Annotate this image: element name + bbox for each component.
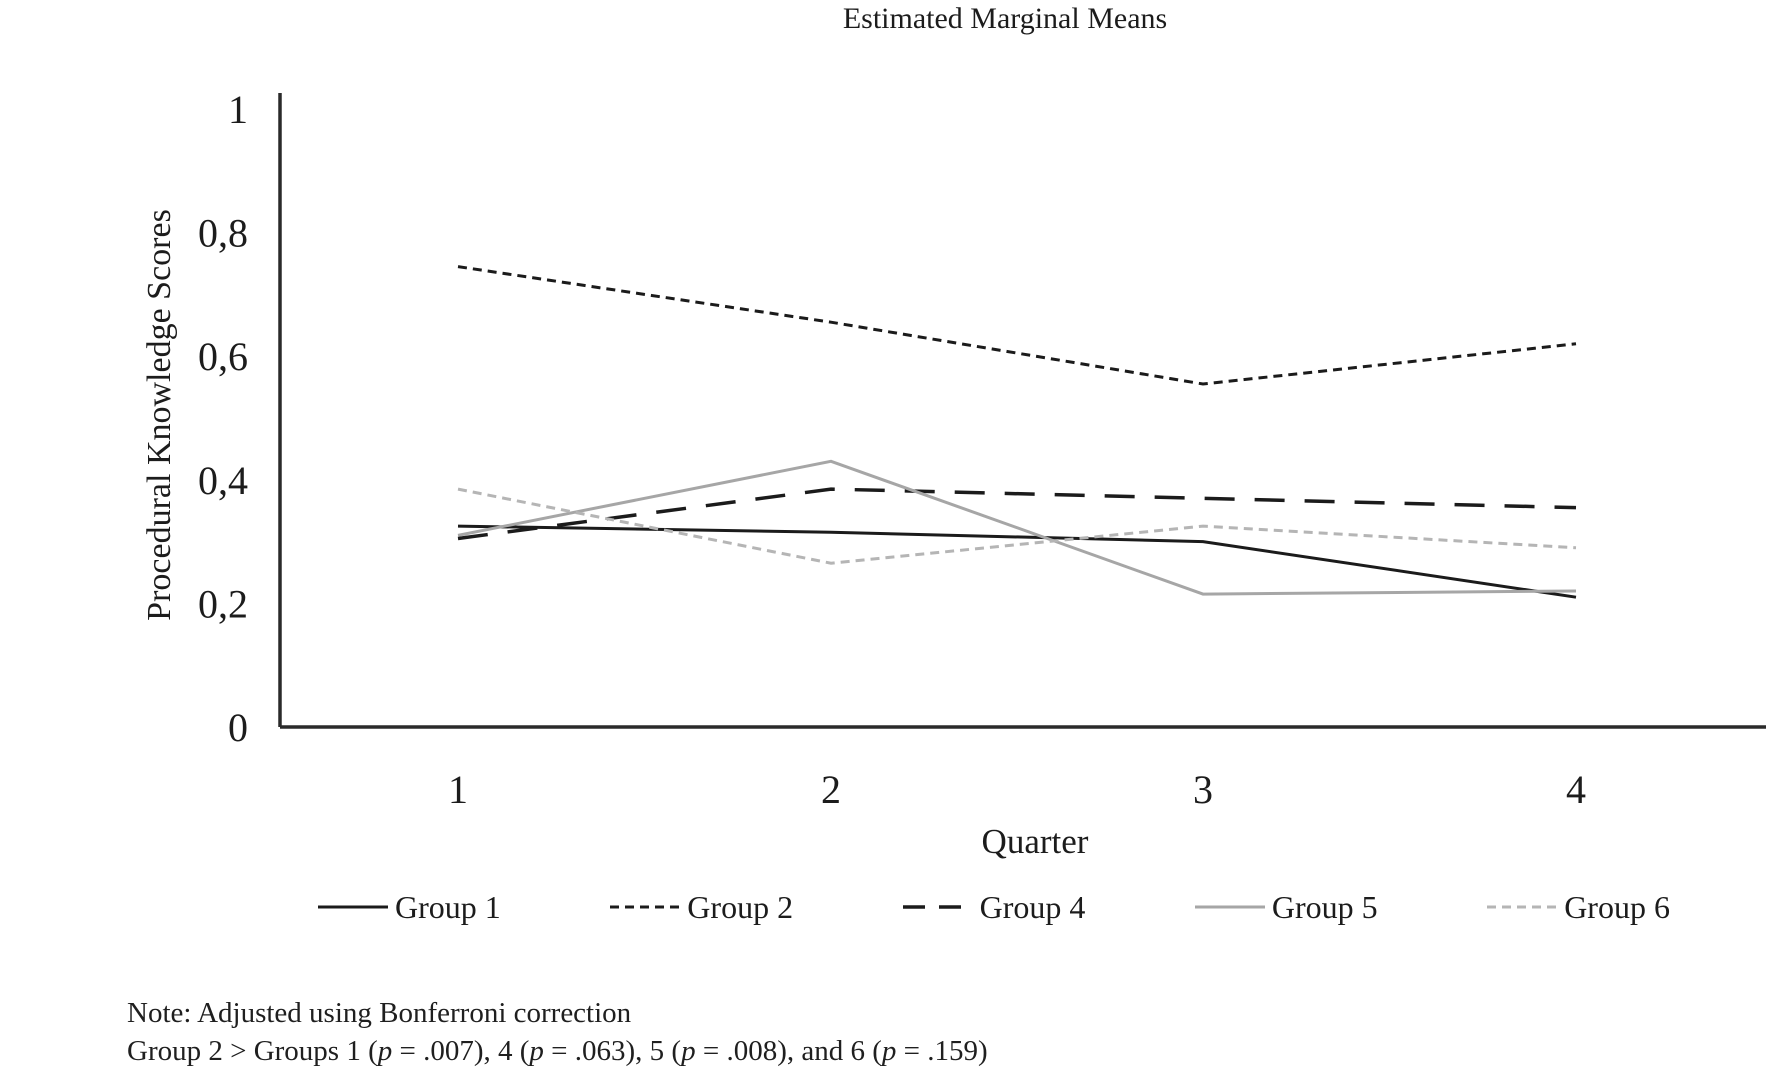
series-line-group-4 (457, 487, 1577, 541)
legend-item-group-5: Group 5 (1194, 888, 1378, 926)
legend-item-group-1: Group 1 (318, 889, 501, 926)
x-axis-label: Quarter (981, 822, 1089, 861)
x-tick-label: 3 (1193, 767, 1213, 812)
legend-line-sample (610, 905, 681, 909)
y-tick-label: 0 (228, 705, 248, 750)
x-tick-label: 2 (821, 767, 841, 812)
legend-line-sample (1487, 905, 1558, 909)
legend-item-group-6: Group 6 (1487, 889, 1670, 926)
notes-block: Note: Adjusted using Bonferroni correcti… (127, 994, 988, 1070)
legend-item-group-4: Group 4 (902, 888, 1086, 926)
legend-label: Group 5 (1271, 888, 1378, 925)
x-tick-label: 4 (1566, 767, 1586, 812)
legend-line-sample (1194, 905, 1265, 909)
legend-label: Group 2 (687, 888, 794, 925)
series-line-group-5 (457, 459, 1577, 596)
legend-line-sample (318, 905, 388, 909)
legend-line-sample (902, 905, 973, 909)
y-axis-label: Procedural Knowledge Scores (141, 209, 178, 621)
legend-label: Group 6 (1564, 888, 1670, 925)
y-tick-label: 1 (228, 87, 248, 132)
legend-label: Group 4 (979, 888, 1086, 925)
series-line-group-1 (457, 524, 1577, 599)
note-line-2: Group 2 > Groups 1 (p = .007), 4 (p = .0… (127, 1035, 988, 1067)
y-tick-label: 0,6 (198, 334, 248, 379)
chart-title: Estimated Marginal Means (842, 2, 1168, 35)
note-line-1: Note: Adjusted using Bonferroni correcti… (127, 997, 632, 1029)
y-tick-label: 0,4 (198, 458, 248, 503)
y-tick-label: 0,2 (198, 581, 248, 626)
legend: Group 1 Group 2 Group 4 Group 5 Group 6 (318, 884, 1670, 930)
legend-label: Group 1 (395, 888, 501, 925)
x-tick-label: 1 (448, 767, 468, 812)
legend-item-group-2: Group 2 (610, 889, 793, 926)
series-line-group-2 (457, 265, 1577, 386)
y-tick-label: 0,8 (198, 211, 248, 256)
